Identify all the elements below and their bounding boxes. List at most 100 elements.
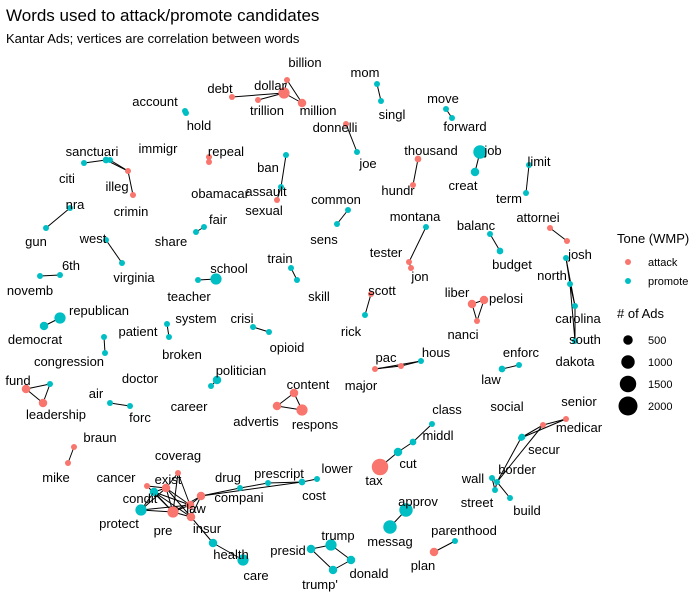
node-virginia: [119, 260, 125, 266]
label-border: border: [498, 462, 536, 477]
edge-pac-major: [374, 365, 402, 370]
label-democrat: democrat: [8, 332, 63, 347]
label-nanci: nanci: [447, 327, 478, 342]
edge-compani-cost: [200, 481, 303, 497]
node-job: [473, 145, 487, 159]
node-law: [498, 365, 506, 373]
node-joe: [354, 149, 360, 155]
node-cost: [298, 478, 306, 486]
edge-class-middl: [412, 423, 433, 443]
node-hundr: [410, 182, 416, 188]
node-trillion: [255, 97, 261, 103]
node-illeg: [124, 167, 132, 175]
edge-presid-trump': [310, 548, 334, 571]
node-nanci: [473, 317, 481, 325]
label-system: system: [175, 311, 216, 326]
node-carolina: [567, 281, 573, 287]
edge-donnelli-joe: [345, 123, 358, 153]
node-prescript: [265, 480, 271, 486]
label-braun: braun: [83, 430, 116, 445]
edge-exist-insur: [165, 487, 192, 518]
label-forc: forc: [129, 410, 151, 425]
node-creat: [470, 167, 480, 177]
label-politician: politician: [216, 363, 267, 378]
node-move: [443, 106, 449, 112]
node-compani: [196, 491, 206, 501]
node-montana: [423, 224, 429, 230]
label-tester: tester: [370, 245, 403, 260]
legend-tone-title: Tone (WMP): [617, 231, 689, 246]
chart-title: Words used to attack/promote candidates: [6, 6, 320, 25]
label-rick: rick: [341, 324, 362, 339]
node-doctor: [102, 350, 108, 356]
label-term: term: [496, 191, 522, 206]
node-sens: [334, 221, 340, 227]
node-liber: [467, 299, 477, 309]
label-trump': trump': [302, 577, 338, 592]
node-hous: [418, 358, 424, 364]
edge-montana-tester: [408, 226, 427, 263]
node-care: [237, 554, 249, 566]
node-singl: [378, 98, 384, 104]
label-hundr: hundr: [381, 183, 415, 198]
legend-size-label-1500: 1500: [648, 379, 672, 391]
label-gun: gun: [25, 234, 47, 249]
node-messag: [383, 520, 397, 534]
node-obamacar: [206, 159, 212, 165]
legend-label-promote: promote: [648, 276, 688, 288]
node-dakota: [572, 338, 578, 344]
label-major: major: [345, 378, 378, 393]
node-gun: [43, 225, 49, 231]
label-dakota: dakota: [555, 354, 595, 369]
edge-protect-law2: [140, 504, 191, 511]
node-teacher: [195, 277, 201, 283]
label-south: south: [569, 332, 601, 347]
label-billion: billion: [288, 55, 321, 70]
label-donnelli: donnelli: [313, 120, 358, 135]
label-advertis: advertis: [233, 414, 279, 429]
edge-carolina-dakota: [569, 283, 576, 342]
node-skill: [294, 277, 300, 283]
node-parenthood: [452, 538, 458, 544]
label-sens: sens: [310, 232, 338, 247]
node-republican: [54, 312, 66, 324]
node-politician: [212, 375, 222, 385]
legend-size-label-500: 500: [648, 335, 666, 347]
label-carolina: carolina: [555, 311, 601, 326]
label-wall: wall: [461, 471, 485, 486]
node-term: [523, 190, 529, 196]
label-immigr: immigr: [139, 141, 179, 156]
label-forward: forward: [443, 119, 486, 134]
node-donald: [346, 555, 356, 565]
label-trump: trump: [321, 528, 354, 543]
label-school: school: [210, 261, 248, 276]
label-compani: compani: [214, 490, 263, 505]
label-tax: tax: [365, 473, 383, 488]
edge-west-virginia: [105, 239, 123, 264]
label-messag: messag: [367, 534, 413, 549]
node-rick: [362, 312, 368, 318]
node-patient: [101, 334, 107, 340]
node-south: [572, 303, 578, 309]
label-north: north: [537, 268, 567, 283]
edge-prescript-cost: [267, 481, 303, 484]
node-fund: [21, 384, 31, 394]
label-million: million: [300, 103, 337, 118]
label-social: social: [490, 399, 523, 414]
label-6th: 6th: [62, 258, 80, 273]
node-citi: [81, 160, 87, 166]
node-protect: [135, 504, 147, 516]
label-senior: senior: [561, 394, 597, 409]
label-cost: cost: [302, 488, 326, 503]
label-attornei: attornei: [516, 210, 559, 225]
node-jon: [408, 265, 414, 271]
label-secur: secur: [528, 442, 560, 457]
edge-ban-assault: [280, 154, 287, 188]
label-pac: pac: [376, 350, 397, 365]
node-class: [429, 421, 435, 427]
label-west: west: [79, 231, 107, 246]
label-skill: skill: [308, 289, 330, 304]
node-mike: [65, 460, 71, 466]
node-border: [493, 478, 501, 486]
node-crisi: [250, 324, 256, 330]
